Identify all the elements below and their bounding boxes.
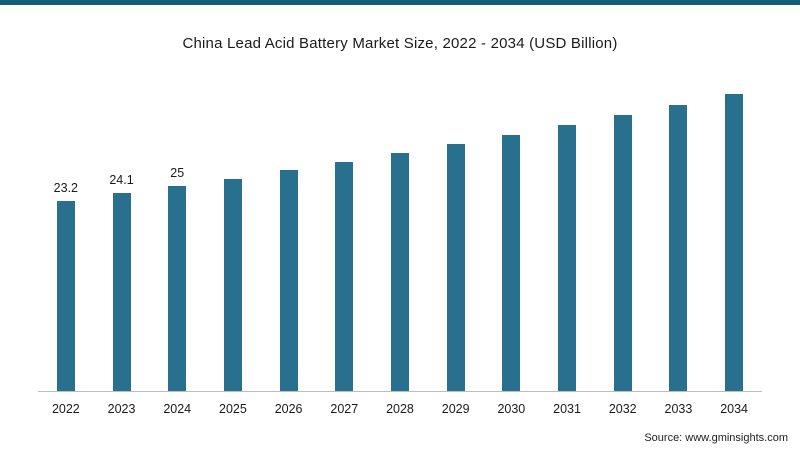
bars-container: 23.2 24.1 25: [38, 70, 762, 392]
top-accent-bar: [0, 0, 800, 5]
bar-value-label: 25: [170, 166, 185, 180]
bar: [725, 94, 744, 391]
bar: [669, 104, 688, 391]
bar-column: [205, 159, 261, 391]
x-axis-label: 2033: [664, 402, 693, 416]
x-axis-label: 2025: [219, 402, 247, 416]
x-axis-label: 2028: [386, 402, 414, 416]
x-axis-label: 2031: [553, 402, 581, 416]
bar-column: [539, 105, 595, 391]
bar: [335, 162, 354, 391]
bar-column: [484, 115, 540, 391]
x-axis-label: 2026: [274, 402, 303, 416]
x-axis-label: 2030: [497, 402, 526, 416]
bar-column: [428, 124, 484, 391]
bar-column: [595, 95, 651, 391]
chart-title: China Lead Acid Battery Market Size, 202…: [182, 35, 618, 52]
bar-column: [651, 85, 707, 391]
x-axis-label: 2023: [107, 402, 136, 416]
x-axis-label: 2022: [51, 402, 80, 416]
bar-column: [261, 150, 317, 391]
bar: [168, 186, 187, 391]
x-axis-label: 2027: [330, 402, 359, 416]
bar-column: [372, 133, 428, 391]
bar: [223, 178, 242, 391]
bar-column: [316, 142, 372, 391]
bar-column: 24.1: [94, 173, 150, 391]
x-axis-label: 2029: [441, 402, 470, 416]
source-text: Source: www.gminsights.com: [644, 432, 788, 444]
bar: [613, 115, 632, 391]
chart-plot-area: 23.2 24.1 25: [38, 70, 762, 392]
bar-value-label: 23.2: [53, 180, 79, 195]
bar-value-label: 24.1: [109, 173, 134, 188]
bar: [502, 135, 521, 391]
bar: [56, 200, 75, 391]
bar-column: 25: [149, 166, 205, 391]
x-axis-label: 2034: [720, 402, 748, 416]
x-axis: 2022 2023 2024 2025 2026 2027 2028 2029 2030 2031…: [38, 392, 762, 416]
bar-column: [706, 74, 762, 391]
bar-column: 23.2: [38, 181, 94, 391]
bar: [112, 193, 131, 391]
bar: [446, 144, 465, 391]
bar: [558, 125, 577, 391]
x-axis-label: 2032: [608, 402, 637, 416]
bar: [279, 170, 298, 391]
bar: [390, 153, 409, 391]
x-axis-label: 2024: [163, 402, 192, 416]
